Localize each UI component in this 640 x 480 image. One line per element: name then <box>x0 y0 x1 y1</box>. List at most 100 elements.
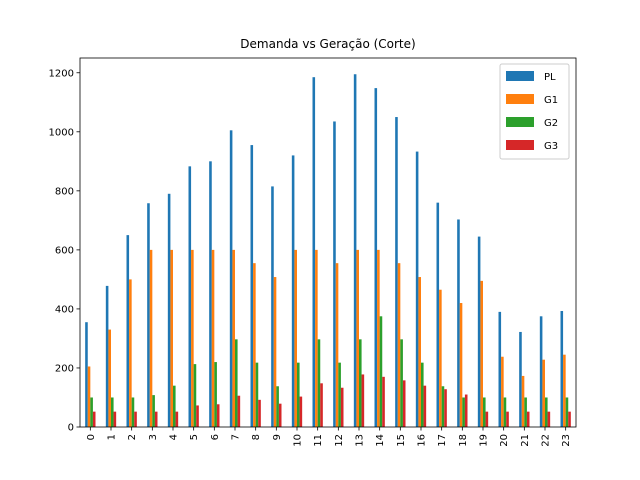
bar-g2-19 <box>483 397 486 427</box>
bar-pl-2 <box>126 235 130 427</box>
x-tick-label: 21 <box>520 434 531 447</box>
bar-g1-9 <box>273 277 277 427</box>
y-tick-label: 0 <box>68 423 74 434</box>
bars-layer <box>85 74 571 428</box>
x-tick-label: 23 <box>561 434 572 447</box>
x-tick-label: 6 <box>210 434 221 440</box>
x-tick-label: 11 <box>313 434 324 447</box>
bar-g3-23 <box>568 411 571 427</box>
x-tick-label: 17 <box>437 434 448 447</box>
bar-g3-15 <box>402 380 406 427</box>
legend-label-g1: G1 <box>544 95 558 106</box>
bar-pl-13 <box>353 74 357 428</box>
bar-g2-5 <box>193 364 197 427</box>
legend-swatch-g1 <box>506 94 534 104</box>
bar-g3-4 <box>175 411 179 427</box>
x-axis: 0 1 2 3 4 5 6 7 8 9 10 11 12 13 14 15 16 17 18 19 20 21 22 23 <box>86 427 572 447</box>
bar-g2-3 <box>152 395 155 427</box>
bar-g2-7 <box>235 339 238 427</box>
legend-swatch-g3 <box>506 140 534 150</box>
x-tick-label: 1 <box>107 434 118 440</box>
bar-g1-3 <box>149 249 153 427</box>
bar-g1-5 <box>191 249 194 427</box>
legend-swatch-pl <box>506 71 534 81</box>
bar-pl-12 <box>333 121 336 427</box>
bar-g2-21 <box>524 397 527 427</box>
x-tick-label: 0 <box>86 434 97 440</box>
legend-label-pl: PL <box>544 72 556 83</box>
chart-title: Demanda vs Geração (Corte) <box>240 37 415 51</box>
legend-label-g2: G2 <box>544 118 558 129</box>
bar-pl-5 <box>188 166 192 427</box>
bar-g3-16 <box>423 385 427 427</box>
bar-g1-17 <box>439 289 442 427</box>
y-tick-label: 800 <box>55 186 74 197</box>
bar-g3-12 <box>340 387 344 427</box>
bar-g2-10 <box>297 362 300 427</box>
legend: PL G1 G2 G3 <box>499 63 570 160</box>
bar-g3-9 <box>278 403 282 427</box>
bar-pl-6 <box>209 161 212 427</box>
bar-g2-18 <box>462 397 465 427</box>
bar-g2-17 <box>441 386 445 427</box>
bar-g2-14 <box>379 316 383 427</box>
x-tick-label: 9 <box>272 434 283 440</box>
bar-g1-11 <box>315 249 318 427</box>
bar-g1-8 <box>253 263 256 427</box>
bar-g2-6 <box>214 362 217 427</box>
y-tick-label: 1200 <box>49 68 74 79</box>
bar-g1-14 <box>377 249 380 427</box>
x-tick-label: 3 <box>148 434 159 440</box>
bar-pl-14 <box>374 88 378 428</box>
bar-g1-0 <box>87 366 91 427</box>
bar-g3-8 <box>258 399 261 427</box>
bar-g3-19 <box>485 411 489 427</box>
x-tick-label: 7 <box>231 434 242 440</box>
x-tick-label: 19 <box>479 434 490 447</box>
bar-g1-10 <box>294 249 297 427</box>
bar-g1-19 <box>480 280 483 427</box>
x-tick-label: 14 <box>375 434 386 447</box>
x-tick-label: 5 <box>189 434 200 440</box>
bar-g1-16 <box>418 277 421 427</box>
legend-label-g3: G3 <box>544 141 558 152</box>
bar-g1-23 <box>563 354 566 427</box>
bar-g3-10 <box>299 396 303 427</box>
bar-g3-7 <box>237 395 241 427</box>
bar-pl-3 <box>147 203 150 427</box>
bar-g1-18 <box>459 303 463 427</box>
bar-g3-0 <box>92 411 96 427</box>
bar-g2-8 <box>255 362 259 427</box>
bar-g1-2 <box>129 279 132 427</box>
bar-g2-1 <box>111 397 114 427</box>
bar-pl-11 <box>312 77 316 427</box>
x-tick-label: 15 <box>396 434 407 447</box>
bar-g2-20 <box>503 397 507 427</box>
bar-g1-21 <box>521 375 525 427</box>
x-tick-label: 18 <box>458 434 469 447</box>
x-tick-label: 22 <box>541 434 552 447</box>
bar-g1-12 <box>335 263 339 427</box>
bar-pl-0 <box>85 322 88 427</box>
y-axis: 0 200 400 600 800 1000 1200 <box>49 68 80 434</box>
legend-swatch-g2 <box>506 117 534 127</box>
y-tick-label: 400 <box>55 304 74 315</box>
bar-pl-1 <box>105 285 109 427</box>
bar-g3-3 <box>154 411 158 427</box>
bar-pl-8 <box>250 145 254 427</box>
bar-g2-16 <box>421 362 424 427</box>
bar-g2-9 <box>276 386 279 427</box>
bar-g3-6 <box>216 404 220 427</box>
bar-g2-22 <box>545 397 548 427</box>
y-tick-label: 600 <box>55 245 74 256</box>
x-tick-label: 8 <box>251 434 262 440</box>
bar-g1-6 <box>211 249 215 427</box>
bar-g3-1 <box>113 411 117 427</box>
bar-g1-13 <box>356 249 359 427</box>
bar-g2-12 <box>338 362 341 427</box>
bar-g1-15 <box>397 263 401 427</box>
bar-g1-22 <box>542 359 545 427</box>
bar-g2-0 <box>90 397 93 427</box>
bar-g3-22 <box>547 411 551 427</box>
